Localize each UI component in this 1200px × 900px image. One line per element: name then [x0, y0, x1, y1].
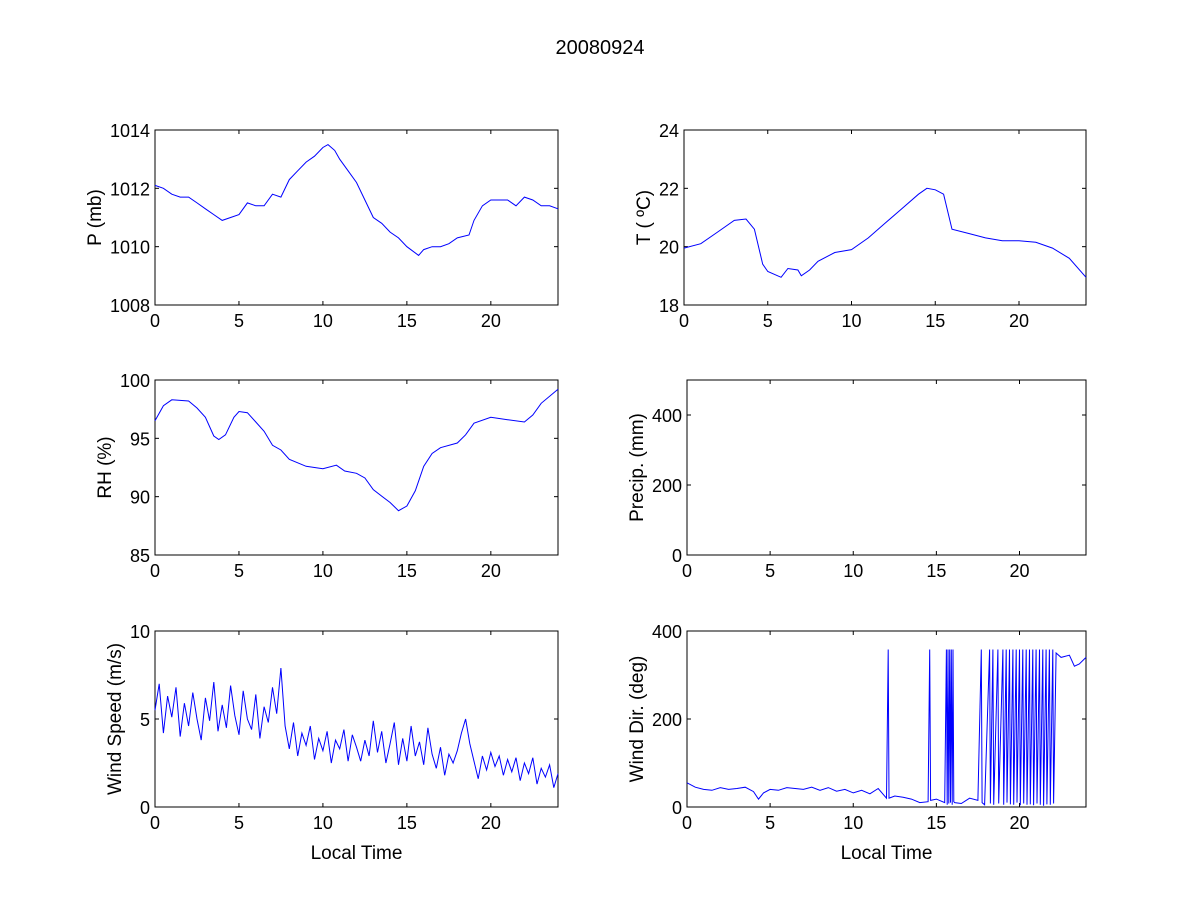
y-tick-label: 200: [652, 476, 682, 496]
y-tick-label: 400: [652, 622, 682, 642]
x-tick-label: 5: [234, 311, 244, 331]
subplot-3: 0 5 10 15 20 85 90 95 100 RH (%): [95, 371, 559, 581]
axes-box: [686, 379, 1087, 556]
x-tick-label: 15: [925, 311, 945, 331]
y-tick-label: 100: [120, 371, 150, 391]
x-tick-label: 10: [313, 813, 333, 833]
x-tick-label: 20: [1009, 813, 1029, 833]
y-tick-label: 0: [672, 546, 682, 566]
x-tick-label: 5: [765, 561, 775, 581]
y-axis-label: Wind Speed (m/s): [105, 643, 126, 795]
y-tick-label: 1012: [110, 179, 150, 199]
y-axis-label: Wind Dir. (deg): [627, 656, 648, 783]
x-tick-label: 0: [150, 561, 160, 581]
y-tick-label: 1014: [110, 121, 150, 141]
x-tick-label: 5: [234, 561, 244, 581]
y-tick-label: 24: [659, 121, 679, 141]
y-tick-label: 22: [659, 179, 679, 199]
x-tick-label: 10: [841, 311, 861, 331]
axes-box: [154, 129, 559, 306]
x-tick-label: 0: [150, 311, 160, 331]
y-axis-label: P (mb): [85, 189, 106, 246]
y-tick-label: 200: [652, 710, 682, 730]
y-axis-label: Precip. (mm): [627, 413, 648, 522]
data-series-line: [154, 667, 559, 788]
y-tick-label: 1010: [110, 238, 150, 258]
x-tick-label: 15: [926, 813, 946, 833]
y-tick-label: 20: [659, 238, 679, 258]
x-tick-label: 20: [481, 311, 501, 331]
x-tick-label: 5: [765, 813, 775, 833]
y-axis-label: T ( ºC): [634, 190, 655, 245]
y-tick-label: 85: [130, 546, 150, 566]
axes-box: [154, 630, 559, 808]
x-axis-label: Local Time: [841, 843, 933, 864]
x-tick-label: 10: [843, 561, 863, 581]
data-series-line: [686, 649, 1087, 806]
y-tick-label: 18: [659, 296, 679, 316]
data-series-line: [154, 143, 559, 257]
x-tick-label: 10: [843, 813, 863, 833]
data-series-line: [683, 187, 1087, 278]
subplot-1: 0 5 10 15 20 1008 1010 1012 1014 P (mb): [85, 121, 559, 331]
x-tick-label: 0: [682, 561, 692, 581]
x-tick-label: 20: [1009, 561, 1029, 581]
y-tick-label: 95: [130, 429, 150, 449]
y-tick-label: 5: [140, 710, 150, 730]
y-tick-label: 400: [652, 406, 682, 426]
data-series-line: [154, 388, 559, 512]
x-tick-label: 20: [481, 561, 501, 581]
x-tick-label: 20: [481, 813, 501, 833]
x-tick-label: 15: [397, 813, 417, 833]
x-tick-label: 10: [313, 561, 333, 581]
x-tick-label: 0: [679, 311, 689, 331]
axes-box: [154, 379, 559, 556]
x-tick-label: 10: [313, 311, 333, 331]
x-tick-label: 20: [1009, 311, 1029, 331]
y-tick-label: 0: [140, 798, 150, 818]
x-tick-label: 15: [397, 311, 417, 331]
y-tick-label: 90: [130, 488, 150, 508]
x-tick-label: 5: [234, 813, 244, 833]
y-tick-label: 1008: [110, 296, 150, 316]
x-axis-label: Local Time: [311, 843, 403, 864]
y-tick-label: 10: [130, 622, 150, 642]
y-tick-label: 0: [672, 798, 682, 818]
axes-box: [683, 129, 1087, 306]
x-tick-label: 5: [763, 311, 773, 331]
chart-title: 20080924: [556, 37, 645, 59]
x-tick-label: 15: [926, 561, 946, 581]
y-axis-label: RH (%): [95, 436, 116, 498]
x-tick-label: 0: [682, 813, 692, 833]
x-tick-label: 15: [397, 561, 417, 581]
x-tick-label: 0: [150, 813, 160, 833]
subplot-2: 0 5 10 15 20 18 20 22 24 T ( ºC): [634, 121, 1087, 331]
